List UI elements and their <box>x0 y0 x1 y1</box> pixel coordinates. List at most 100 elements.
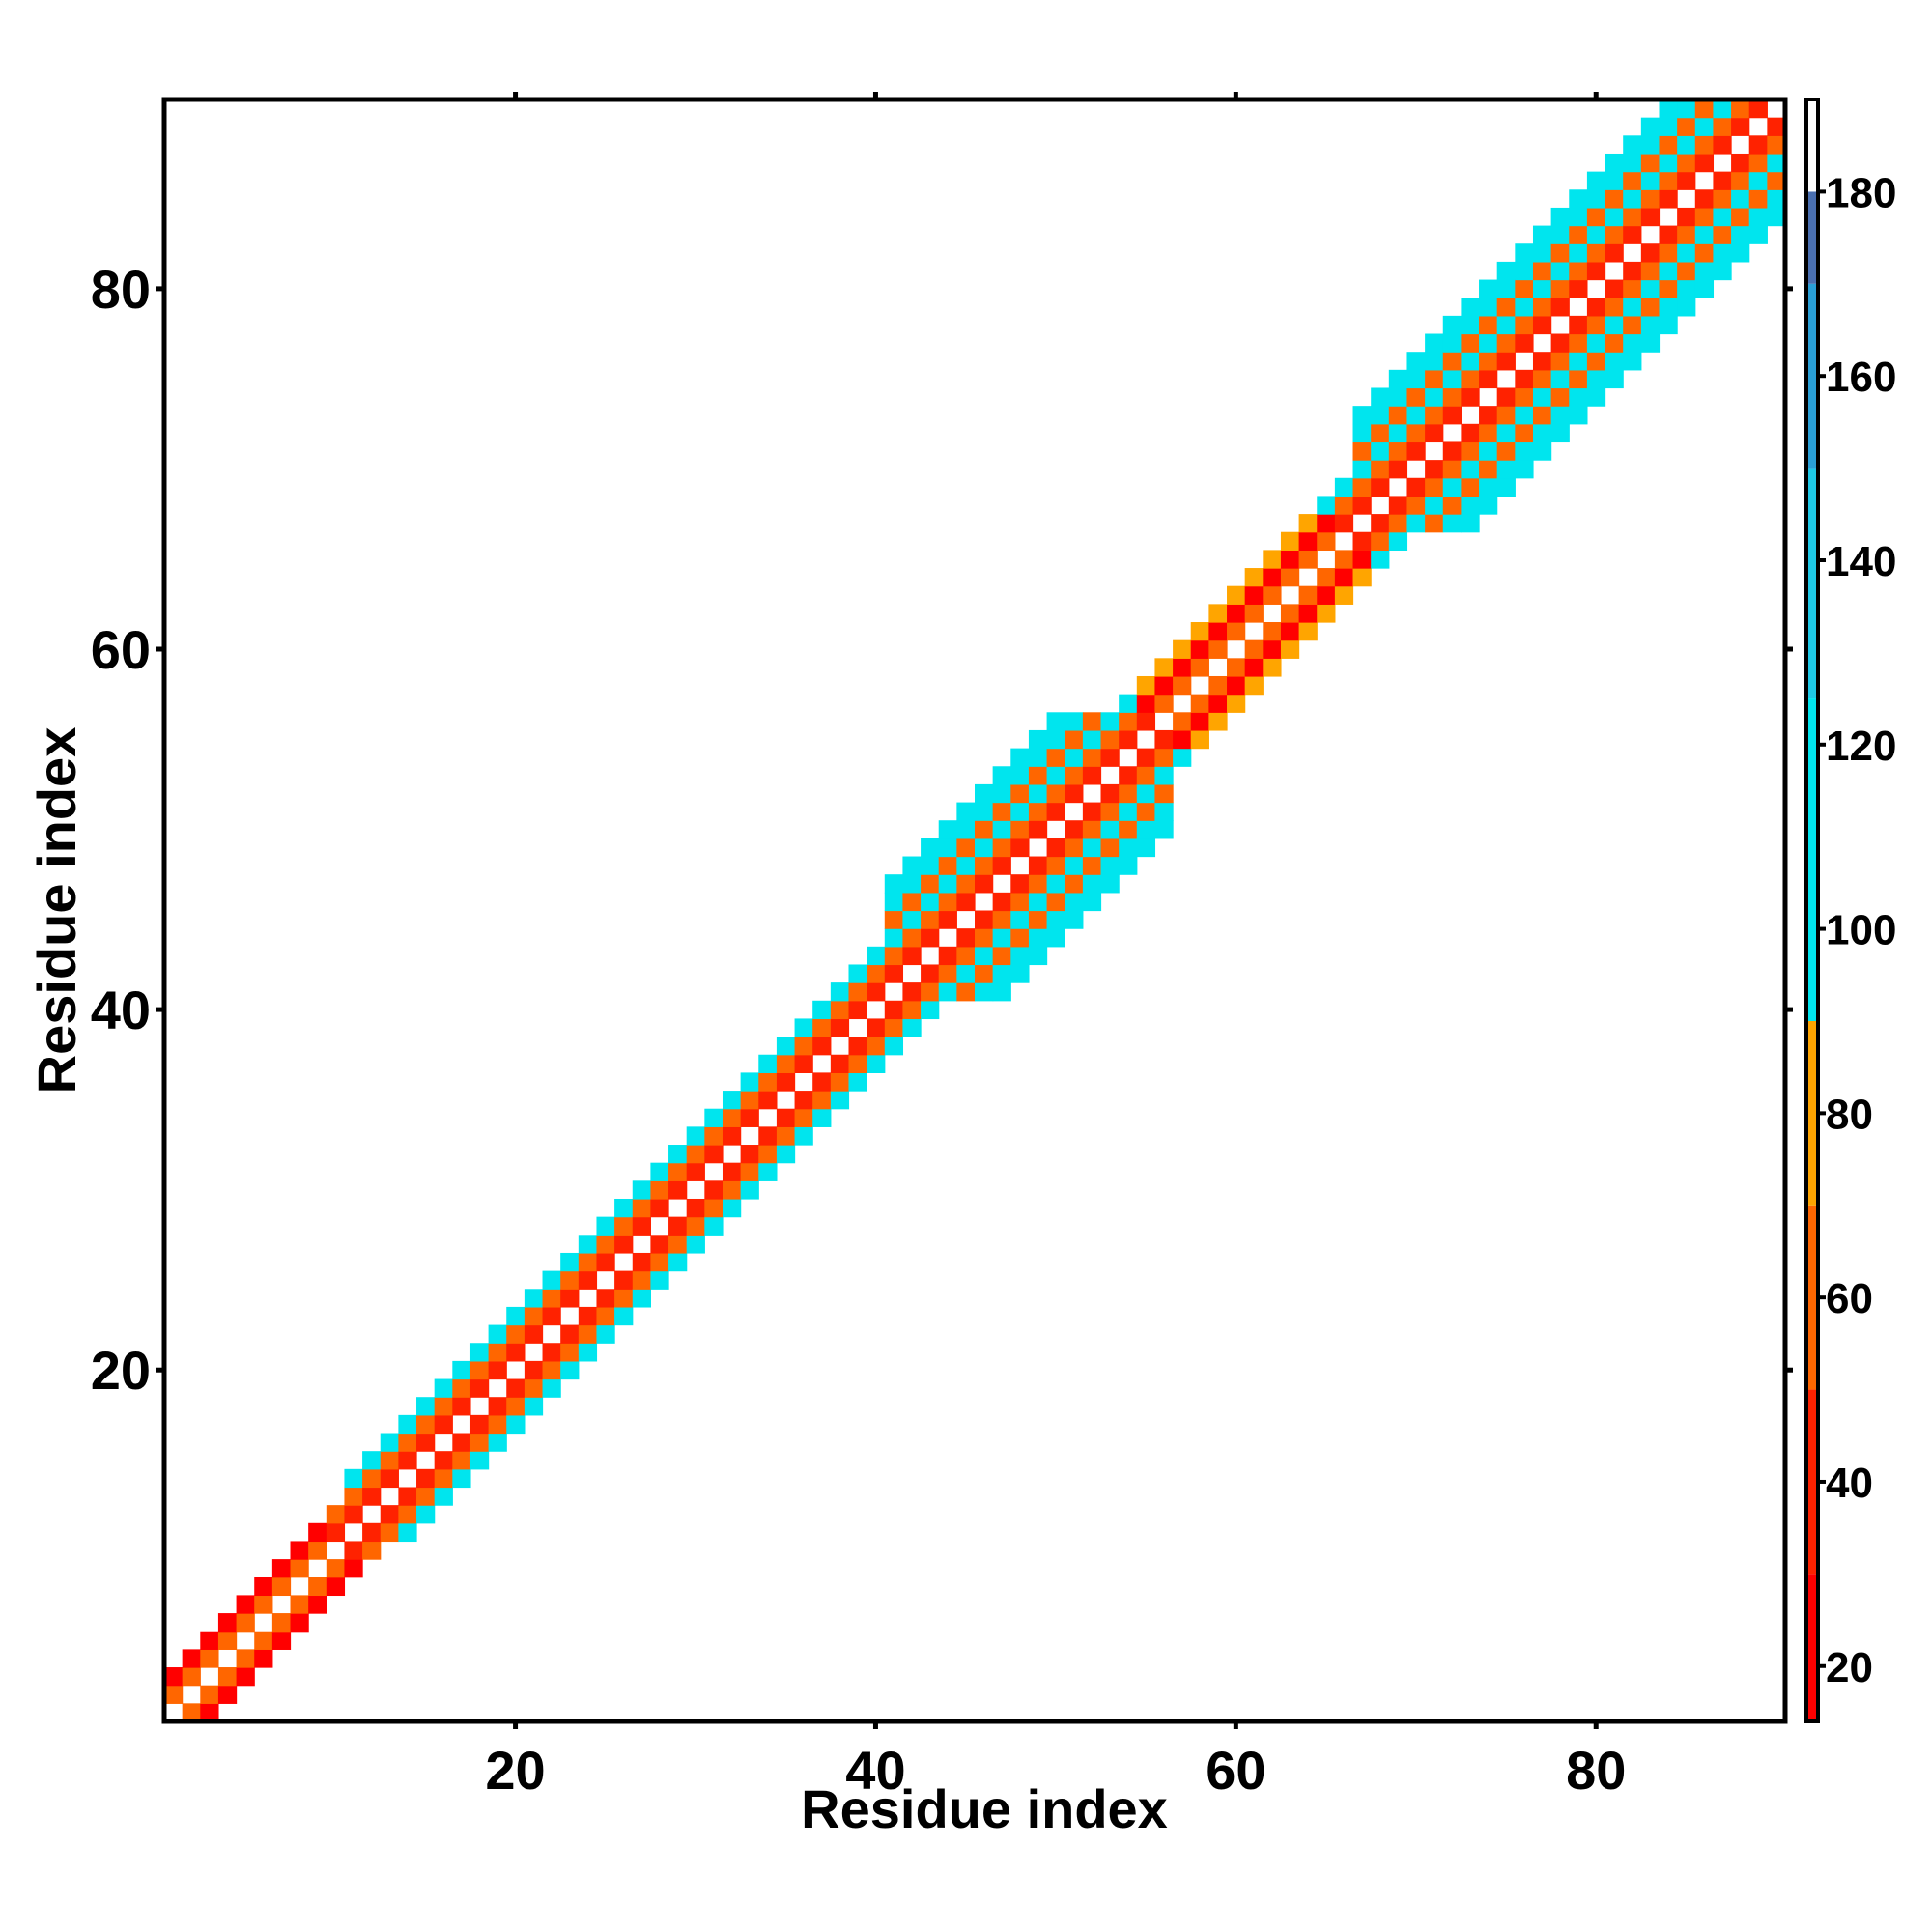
heatmap-cell <box>200 1631 219 1650</box>
heatmap-cell <box>1028 892 1048 912</box>
x-axis-title: Residue index <box>801 1778 1168 1839</box>
heatmap-cell <box>1263 639 1282 659</box>
heatmap-cell <box>362 1541 382 1560</box>
heatmap-cell <box>938 946 957 966</box>
heatmap-cell <box>1605 333 1624 353</box>
heatmap-cell <box>1748 171 1768 190</box>
heatmap-cell <box>1065 820 1084 839</box>
heatmap-cell <box>560 1360 580 1380</box>
heatmap-cell <box>1586 225 1606 244</box>
heatmap-cell <box>1263 568 1282 587</box>
heatmap-cell <box>956 802 976 821</box>
heatmap-cell <box>1731 243 1750 263</box>
heatmap-cell <box>1298 604 1318 623</box>
heatmap-cell <box>542 1360 561 1380</box>
heatmap-cell <box>380 1522 399 1543</box>
heatmap-cell <box>1425 406 1444 425</box>
heatmap-cell <box>704 1126 724 1146</box>
heatmap-cell <box>1046 928 1065 948</box>
heatmap-cell <box>1136 783 1156 804</box>
heatmap-cell <box>740 1145 759 1164</box>
heatmap-cell <box>1352 423 1372 443</box>
heatmap-cell <box>1046 838 1065 858</box>
heatmap-cell <box>650 1180 669 1200</box>
heatmap-cell <box>416 1468 436 1489</box>
heatmap-cell <box>271 1631 292 1650</box>
heatmap-cell <box>596 1289 615 1308</box>
heatmap-cell <box>776 1126 796 1146</box>
heatmap-cell <box>1569 406 1588 425</box>
heatmap-cell <box>992 766 1011 785</box>
heatmap-cell <box>560 1252 580 1272</box>
heatmap-cell <box>1532 423 1552 443</box>
heatmap-cell <box>1154 729 1174 750</box>
heatmap-cell <box>1515 261 1534 281</box>
heatmap-cell <box>758 1091 778 1110</box>
heatmap-cell <box>812 1037 832 1056</box>
heatmap-cell <box>1371 531 1390 551</box>
heatmap-cell <box>975 964 994 983</box>
heatmap-cell <box>1586 243 1606 263</box>
heatmap-cell <box>902 892 922 912</box>
x-axis-ticks: 20 40 60 80 <box>485 92 1626 1801</box>
heatmap-cell <box>1334 496 1354 515</box>
heatmap-cell <box>848 964 867 983</box>
heatmap-cell <box>650 1235 669 1254</box>
heatmap-cell <box>938 964 957 983</box>
heatmap-cell <box>1515 298 1534 317</box>
heatmap-cell <box>1640 153 1661 173</box>
heatmap-cell <box>992 928 1011 948</box>
heatmap-cell <box>452 1360 471 1380</box>
heatmap-cell <box>1659 225 1678 244</box>
heatmap-cell <box>1442 496 1462 515</box>
heatmap-cell <box>1550 369 1570 389</box>
heatmap-cell <box>1010 748 1030 767</box>
heatmap-cell <box>1388 460 1408 479</box>
heatmap-cell <box>344 1468 363 1489</box>
heatmap-cell <box>884 910 904 929</box>
heatmap-cell <box>542 1306 561 1326</box>
heatmap-cell <box>794 1126 813 1146</box>
heatmap-cell <box>1280 639 1300 659</box>
heatmap-cell <box>1046 892 1065 912</box>
heatmap-cell <box>1280 622 1300 641</box>
heatmap-cell <box>416 1487 436 1506</box>
heatmap-cell <box>1515 460 1534 479</box>
heatmap-cell <box>1713 243 1732 263</box>
heatmap-cell <box>1659 171 1678 190</box>
heatmap-cell <box>1623 298 1642 317</box>
heatmap-cell <box>884 928 904 948</box>
heatmap-cell <box>1731 117 1750 136</box>
heatmap-cell <box>1479 460 1498 479</box>
heatmap-cell <box>1100 838 1120 858</box>
heatmap-cell <box>884 1037 904 1056</box>
heatmap-cell <box>1677 207 1696 227</box>
heatmap-cell <box>776 1054 796 1073</box>
heatmap-cell <box>596 1235 615 1254</box>
heatmap-cell <box>812 1072 832 1092</box>
heatmap-cell <box>217 1667 238 1687</box>
heatmap-cell <box>1640 171 1661 190</box>
heatmap-cell <box>1532 279 1552 298</box>
heatmap-cell <box>1388 387 1408 407</box>
heatmap-cell <box>1119 783 1138 804</box>
heatmap-cell <box>1677 135 1696 155</box>
y-tick-label: 60 <box>91 619 151 680</box>
heatmap-cell <box>488 1397 507 1416</box>
heatmap-cell <box>1659 315 1678 335</box>
heatmap-cell <box>1173 712 1192 731</box>
heatmap-cell <box>578 1235 598 1254</box>
heatmap-cell <box>1334 585 1354 605</box>
heatmap-cell <box>200 1685 219 1704</box>
heatmap-cell <box>1100 802 1120 821</box>
y-tick-label: 20 <box>91 1340 151 1401</box>
heatmap-cell <box>992 838 1011 858</box>
heatmap-cell <box>1586 315 1606 335</box>
heatmap-cell <box>1623 135 1642 155</box>
heatmap-cell <box>1406 352 1426 371</box>
heatmap-cell <box>1406 406 1426 425</box>
heatmap-cell <box>1586 207 1606 227</box>
heatmap-cell <box>164 1667 184 1687</box>
heatmap-cell <box>1461 496 1480 515</box>
heatmap-cell <box>1010 820 1030 839</box>
